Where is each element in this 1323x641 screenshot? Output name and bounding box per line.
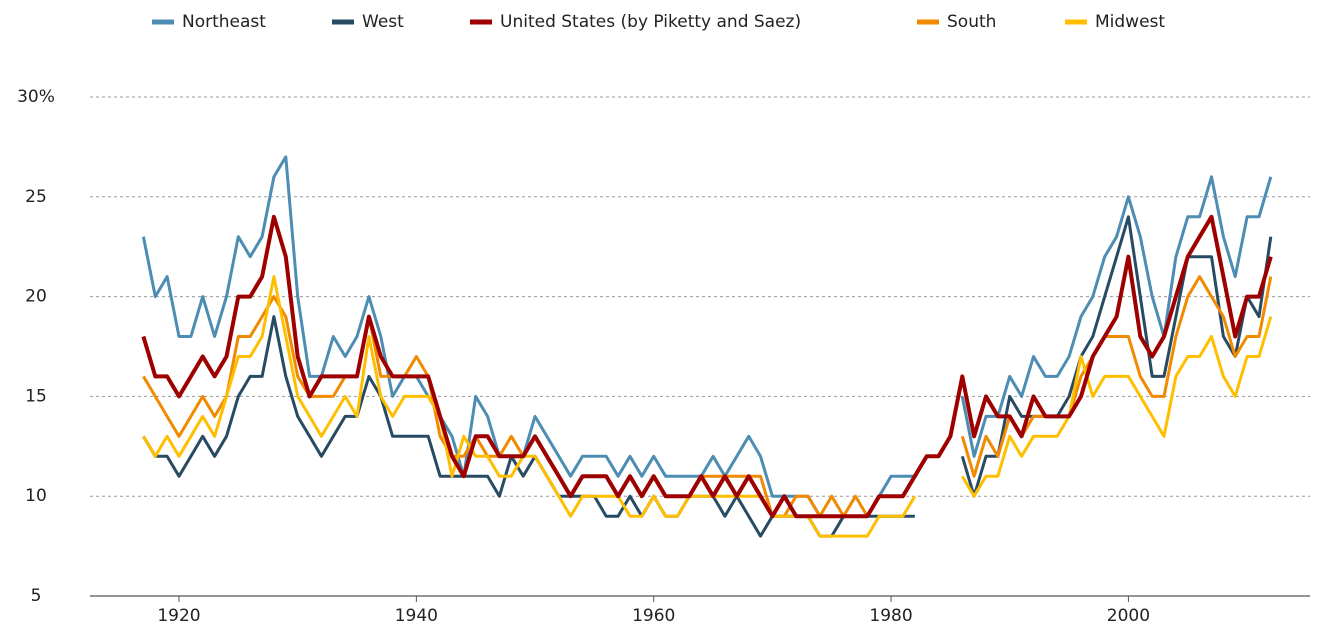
y-tick-label: 30%: [17, 87, 55, 107]
y-tick-label: 5: [31, 586, 42, 606]
x-tick-label: 1920: [157, 606, 200, 626]
x-tick-label: 1960: [632, 606, 675, 626]
x-tick-label: 1980: [869, 606, 912, 626]
x-tick-label: 1940: [395, 606, 438, 626]
y-tick-label: 25: [25, 187, 47, 207]
legend-label: Midwest: [1095, 12, 1165, 32]
series-line: [141, 155, 1273, 518]
y-tick-label: 15: [25, 386, 47, 406]
y-tick-label: 10: [25, 486, 47, 506]
legend-label: West: [362, 12, 404, 32]
x-tick-label: 2000: [1107, 606, 1150, 626]
series-line: [142, 275, 1273, 518]
series-line: [142, 275, 1273, 538]
legend-label: Northeast: [182, 12, 266, 32]
y-tick-label: 20: [25, 287, 47, 307]
series-line: [141, 214, 1273, 519]
legend-label: South: [947, 12, 996, 32]
legend-label: United States (by Piketty and Saez): [500, 12, 801, 32]
